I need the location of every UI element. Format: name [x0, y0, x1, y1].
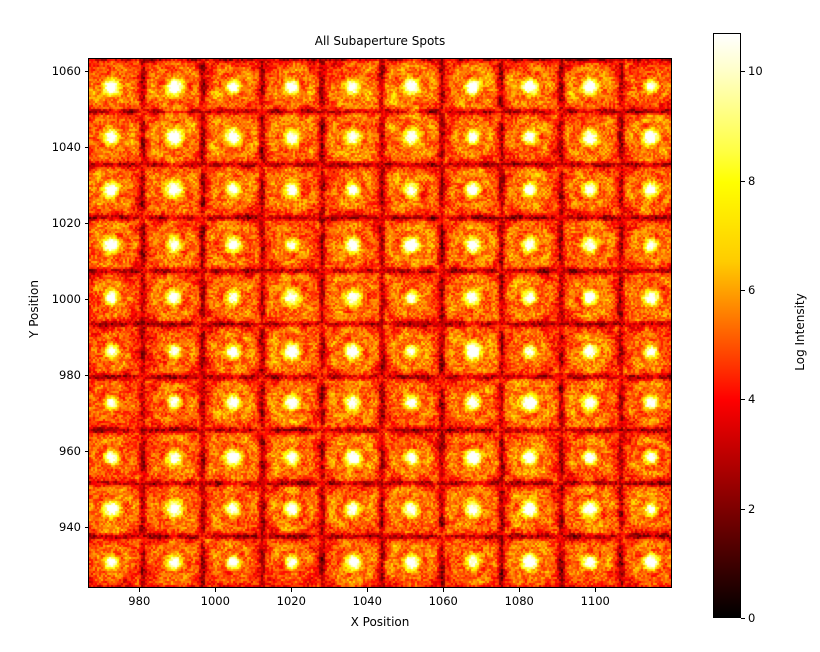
- y-tick-label: 940: [59, 520, 81, 535]
- x-tick-mark: [367, 588, 369, 592]
- x-tick-mark: [215, 588, 217, 592]
- colorbar-tick-mark: [741, 399, 745, 401]
- x-tick-mark: [291, 588, 293, 592]
- y-tick-label: 1020: [51, 216, 81, 231]
- x-tick-mark: [139, 588, 141, 592]
- y-tick-label: 1060: [51, 64, 81, 79]
- colorbar-tick-label: 4: [748, 392, 756, 407]
- colorbar-tick-mark: [741, 180, 745, 182]
- y-tick-label: 1000: [51, 292, 81, 307]
- y-tick-label: 1040: [51, 140, 81, 155]
- x-tick-mark: [519, 588, 521, 592]
- x-tick-label: 1060: [428, 594, 458, 608]
- y-tick-mark: [84, 299, 88, 301]
- x-tick-label: 1080: [504, 594, 534, 608]
- colorbar-tick-mark: [741, 618, 745, 619]
- x-tick-label: 1040: [352, 594, 382, 608]
- colorbar-tick-mark: [741, 508, 745, 510]
- y-tick-mark: [84, 527, 88, 529]
- heatmap-axes[interactable]: [88, 58, 672, 588]
- colorbar[interactable]: [713, 33, 741, 618]
- x-tick-label: 1000: [200, 594, 230, 608]
- colorbar-tick-label: 2: [748, 501, 756, 516]
- y-tick-mark: [84, 451, 88, 453]
- x-tick-label: 980: [128, 594, 151, 608]
- colorbar-tick-mark: [741, 71, 745, 73]
- colorbar-gradient: [714, 34, 740, 617]
- y-tick-mark: [84, 375, 88, 377]
- y-axis-label: Y Position: [27, 280, 41, 338]
- colorbar-tick-label: 0: [748, 611, 756, 625]
- x-tick-mark: [443, 588, 445, 592]
- y-tick-label: 960: [59, 444, 81, 459]
- x-tick-mark: [595, 588, 597, 592]
- colorbar-tick-label: 10: [748, 64, 763, 79]
- colorbar-label: Log Intensity: [793, 293, 807, 371]
- colorbar-tick-label: 6: [748, 282, 756, 297]
- x-axis-label: X Position: [350, 615, 410, 629]
- y-axis-ticks: 940 960 980 1000 1020 1040 1060: [0, 0, 88, 652]
- y-tick-mark: [84, 71, 88, 73]
- colorbar-tick-label: 8: [748, 173, 756, 188]
- subaperture-spot-image: [89, 59, 671, 587]
- y-tick-mark: [84, 223, 88, 225]
- page-title: All Subaperture Spots: [314, 34, 446, 48]
- x-tick-label: 1100: [580, 594, 610, 608]
- y-tick-label: 980: [59, 368, 81, 383]
- y-tick-mark: [84, 147, 88, 149]
- x-tick-label: 1020: [276, 594, 306, 608]
- colorbar-tick-mark: [741, 289, 745, 291]
